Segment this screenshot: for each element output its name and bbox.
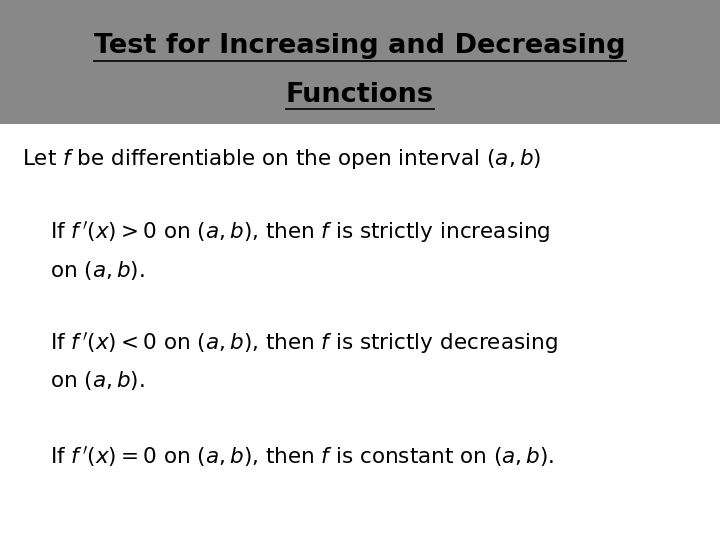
Bar (0, 0, 720, 124)
Text: If $f\,'(x) = 0$ on $(a,b)$, then $f$ is constant on $(a,b)$.: If $f\,'(x) = 0$ on $(a,b)$, then $f$ is… (50, 444, 554, 469)
Text: Functions: Functions (286, 82, 434, 107)
Text: If $f\,'(x) < 0$ on $(a,b)$, then $f$ is strictly decreasing: If $f\,'(x) < 0$ on $(a,b)$, then $f$ is… (50, 330, 558, 356)
Text: If $f\,'(x) > 0$ on $(a,b)$, then $f$ is strictly increasing: If $f\,'(x) > 0$ on $(a,b)$, then $f$ is… (50, 219, 551, 245)
Text: on $(a,b)$.: on $(a,b)$. (50, 369, 145, 392)
Text: on $(a,b)$.: on $(a,b)$. (50, 259, 145, 281)
Text: Let $f$ be differentiable on the open interval $(a,b)$: Let $f$ be differentiable on the open in… (22, 147, 541, 171)
Text: Test for Increasing and Decreasing: Test for Increasing and Decreasing (94, 33, 626, 59)
